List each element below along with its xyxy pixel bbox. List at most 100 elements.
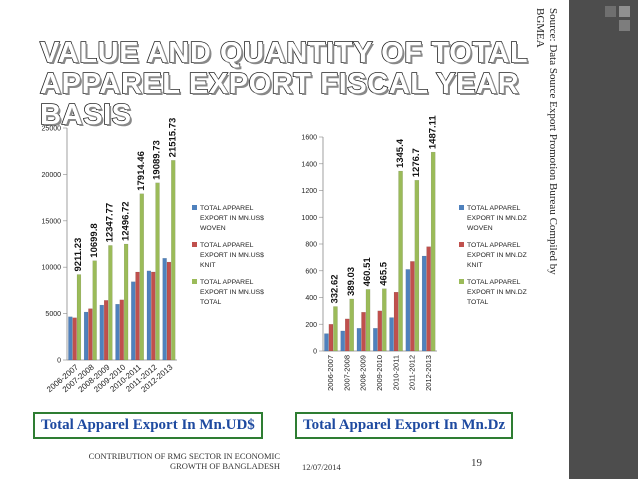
data-label: 465.5	[379, 261, 390, 285]
slide-title: VALUE AND QUANTITY OF TOTAL APPAREL EXPO…	[39, 37, 540, 132]
legend-label: TOTAL APPAREL EXPORT IN MN.DZ TOTAL	[467, 279, 527, 306]
bar-usd-s2-4	[139, 193, 144, 361]
footer-date: 12/07/2014	[302, 462, 341, 472]
bar-dz-s2-2	[365, 289, 371, 352]
bar-usd-s2-2	[108, 245, 113, 361]
y-tick-label: 1400	[301, 161, 317, 168]
bar-dz-s1-4	[393, 291, 399, 352]
footer-line-1: CONTRIBUTION OF RMG SECTOR IN ECONOMIC	[88, 451, 280, 461]
bar-usd-s0-3	[115, 304, 120, 361]
legend-label: TOTAL APPAREL EXPORT IN MN.US$ TOTAL	[200, 279, 264, 306]
data-label: 17914.46	[136, 151, 147, 191]
bar-usd-s1-6	[166, 261, 172, 361]
data-label: 1276.7	[411, 148, 422, 177]
bar-dz-s2-5	[414, 180, 420, 352]
decor-square	[619, 20, 630, 31]
legend-label: TOTAL APPAREL EXPORT IN MN.US$ KNIT	[200, 242, 264, 269]
bar-dz-s2-0	[333, 306, 338, 352]
bar-usd-s0-6	[162, 258, 167, 361]
footer-subject: CONTRIBUTION OF RMG SECTOR IN ECONOMIC G…	[70, 451, 280, 471]
data-label: 21515.73	[167, 118, 178, 158]
data-label: 1345.4	[395, 138, 406, 168]
x-tick-label: 2010-2011	[391, 355, 400, 390]
bar-dz-s0-1	[340, 330, 345, 352]
bar-usd-s0-2	[99, 304, 104, 361]
bar-dz-s0-3	[373, 328, 378, 352]
bar-usd-s2-0	[76, 274, 82, 361]
y-tick-label: 800	[305, 242, 317, 249]
y-tick-label: 20000	[42, 172, 62, 179]
bar-dz-s0-2	[356, 328, 362, 352]
y-tick-label: 200	[305, 322, 317, 329]
bar-dz-s1-3	[377, 310, 382, 352]
bar-usd-s1-2	[103, 300, 109, 361]
bar-usd-s0-0	[68, 316, 73, 361]
y-tick-label: 10000	[42, 265, 62, 272]
data-label: 389.03	[346, 267, 357, 296]
x-tick-label: 2011-2012	[408, 355, 417, 390]
bar-usd-s2-6	[171, 160, 176, 361]
legend-label: TOTAL APPAREL EXPORT IN MN.DZ WOVEN	[467, 205, 527, 232]
caption-left: Total Apparel Export In Mn.UD$	[33, 412, 263, 439]
bar-dz-s1-5	[410, 261, 415, 352]
y-tick-label: 0	[313, 349, 317, 356]
bar-usd-s1-0	[72, 317, 77, 361]
bar-dz-s1-1	[345, 318, 350, 352]
legend-swatch	[459, 205, 464, 210]
x-tick-label: 2007-2008	[342, 355, 351, 391]
accent-sidebar	[569, 0, 638, 479]
bar-usd-s2-1	[92, 260, 97, 361]
legend-label: TOTAL APPAREL EXPORT IN MN.US$ WOVEN	[200, 205, 264, 232]
data-label: 1487.11	[427, 115, 438, 150]
x-tick-label: 2008-2009	[359, 355, 368, 391]
title-line-1: VALUE AND QUANTITY OF TOTAL	[39, 37, 529, 70]
y-tick-label: 5000	[45, 311, 61, 318]
footer-line-2: GROWTH OF BANGLADESH	[169, 461, 280, 471]
bar-dz-s2-6	[430, 151, 436, 352]
legend-label: TOTAL APPAREL EXPORT IN MN.DZ KNIT	[467, 242, 527, 269]
data-label: 12496.72	[120, 201, 131, 241]
bar-usd-s1-5	[151, 271, 156, 361]
title-line-2: APPAREL EXPORT FISCAL YEAR BASIS	[39, 68, 520, 132]
caption-right: Total Apparel Export In Mn.Dz	[295, 412, 514, 439]
data-label: 12347.77	[105, 203, 116, 243]
legend-swatch	[192, 205, 197, 210]
x-tick-label: 2009-2010	[375, 355, 384, 391]
data-label: 9211.23	[73, 238, 84, 272]
bar-usd-s0-1	[83, 311, 89, 361]
bar-usd-s0-4	[131, 281, 136, 361]
y-tick-label: 1600	[301, 135, 317, 142]
bar-usd-s1-1	[88, 308, 93, 361]
data-label: 19089.73	[152, 140, 163, 180]
legend-swatch	[459, 242, 464, 247]
bar-dz-s2-1	[349, 298, 354, 352]
data-label: 10699.8	[89, 223, 100, 257]
bar-dz-s1-2	[361, 312, 366, 352]
bar-usd-s1-4	[135, 271, 140, 361]
bar-dz-s1-0	[328, 324, 334, 352]
legend-swatch	[459, 279, 464, 284]
bar-dz-s2-3	[382, 288, 387, 352]
y-tick-label: 15000	[42, 218, 62, 225]
legend-swatch	[192, 279, 197, 284]
page-number: 19	[471, 457, 482, 469]
legend-swatch	[192, 242, 197, 247]
bar-dz-s0-0	[324, 333, 329, 352]
bar-usd-s2-3	[124, 243, 129, 361]
y-tick-label: 25000	[42, 126, 62, 133]
x-tick-label: 2012-2013	[424, 355, 433, 391]
bar-dz-s0-4	[389, 317, 394, 352]
bar-usd-s2-5	[155, 182, 160, 361]
bar-dz-s1-6	[426, 246, 431, 352]
x-tick-label: 2006-2007	[326, 355, 335, 391]
bar-usd-s0-5	[146, 270, 152, 361]
bar-dz-s0-6	[421, 255, 427, 352]
data-label: 460.51	[362, 257, 373, 287]
bar-dz-s0-5	[405, 269, 411, 352]
decor-square	[605, 6, 616, 17]
y-tick-label: 0	[57, 358, 61, 365]
y-tick-label: 1200	[301, 188, 317, 195]
bar-dz-s2-4	[398, 170, 403, 352]
y-tick-label: 1000	[301, 215, 317, 222]
